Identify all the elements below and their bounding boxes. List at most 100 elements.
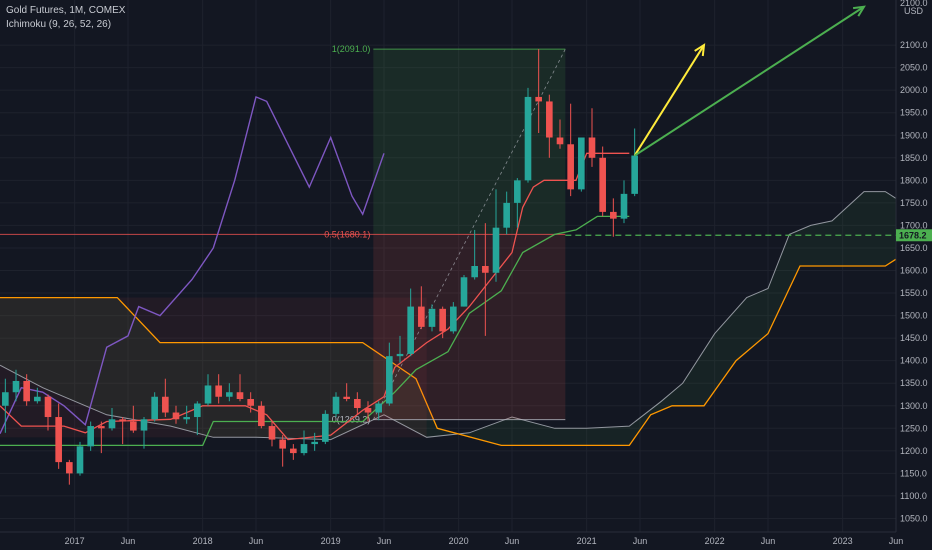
candle: [332, 392, 340, 418]
candle: [236, 374, 244, 402]
candle: [226, 383, 233, 402]
candle: [407, 288, 414, 357]
candle: [12, 369, 20, 402]
time-tick-label: 2020: [449, 536, 469, 546]
price-tick-label: 1500.0: [900, 311, 928, 321]
candle: [556, 119, 564, 149]
candle-body: [631, 155, 638, 194]
candle: [76, 441, 84, 476]
time-axis[interactable]: 2017 Jun 2018 Jun 2019 Jun 2020 Jun 2021 Jun 2022 J…: [0, 531, 932, 550]
candle: [130, 405, 137, 433]
candle: [322, 410, 329, 445]
candle: [194, 401, 201, 436]
candle-body: [311, 441, 318, 445]
candle: [87, 421, 94, 451]
arrow-head: [852, 5, 866, 17]
candle-body: [386, 356, 393, 404]
candle-body: [524, 96, 532, 181]
candle-body: [194, 403, 201, 418]
candle-body: [55, 417, 62, 463]
candle-body: [599, 157, 606, 212]
symbol-title[interactable]: Gold Futures, 1M, COMEX: [6, 5, 126, 16]
candle: [247, 392, 254, 413]
price-tick-label: 1300.0: [900, 401, 928, 411]
price-tick-label: 1400.0: [900, 356, 928, 366]
candle-body: [66, 462, 73, 474]
time-tick-label: Jun: [377, 536, 392, 546]
candle-body: [514, 180, 521, 203]
candle-body: [567, 144, 574, 190]
time-tick-label: 2022: [705, 536, 725, 546]
candle-body: [247, 399, 254, 406]
candle-body: [98, 426, 105, 429]
candle: [55, 403, 62, 469]
candle: [546, 94, 553, 158]
fib-level-label: 0.5(1680.1): [324, 229, 370, 239]
time-axis-bg: [0, 532, 932, 550]
candle-body: [460, 277, 468, 307]
chart-legend: Gold Futures, 1M, COMEX Ichimoku (9, 26,…: [6, 4, 125, 32]
price-tick-label: 1200.0: [900, 446, 928, 456]
candle: [375, 401, 382, 421]
candle: [428, 304, 436, 332]
candle-body: [322, 413, 329, 442]
candle-body: [300, 444, 308, 454]
candle-body: [450, 306, 457, 332]
candle: [535, 49, 542, 133]
candle-body: [535, 96, 542, 102]
price-tick-label: 1250.0: [900, 423, 928, 433]
price-tick-label: 1550.0: [900, 288, 928, 298]
price-tick-label: 1150.0: [900, 468, 927, 478]
cloud-fill: [0, 191, 896, 446]
candle-body: [578, 137, 585, 190]
candle: [279, 435, 286, 467]
candle: [140, 417, 148, 449]
candle-body: [151, 396, 158, 420]
candle: [183, 405, 190, 424]
price-tick-label: 1850.0: [900, 153, 928, 163]
candle-body: [140, 419, 148, 431]
ichimoku-cloud: [0, 191, 897, 447]
candle: [34, 387, 41, 404]
lagging-span: [0, 95, 385, 434]
price-tick-label: 1600.0: [900, 266, 928, 276]
candle: [119, 417, 126, 445]
candle: [311, 432, 318, 451]
candle-body: [396, 353, 404, 357]
arrow-shaft: [633, 44, 705, 157]
candle-body: [172, 412, 180, 420]
candle-body: [471, 266, 478, 278]
candle-body: [418, 306, 425, 327]
candle: [98, 421, 105, 454]
indicator-title[interactable]: Ichimoku (9, 26, 52, 26): [6, 19, 112, 30]
price-tick-label: 2000.0: [900, 85, 928, 95]
fib-zone-upper: [373, 49, 566, 235]
candle: [354, 392, 361, 415]
time-tick-label: Jun: [761, 536, 776, 546]
candle: [386, 342, 393, 406]
candle-body: [204, 385, 212, 404]
price-tag-label: 1678.2: [899, 230, 927, 240]
price-tick-label: 1750.0: [900, 198, 928, 208]
candle-body: [268, 426, 276, 440]
time-tick-label: Jun: [249, 536, 264, 546]
candle-body: [290, 448, 297, 454]
candle-body: [364, 408, 372, 413]
price-tick-label: 1950.0: [900, 108, 928, 118]
candle: [631, 128, 638, 197]
candle-body: [258, 405, 265, 427]
candle-body: [119, 419, 126, 422]
annotations: [565, 5, 896, 236]
time-tick-label: 2018: [193, 536, 213, 546]
price-tick-label: 1100.0: [900, 491, 927, 501]
candle: [418, 286, 425, 330]
candle: [204, 374, 212, 406]
candle-body: [12, 380, 20, 393]
candle: [300, 430, 308, 456]
candle-body: [130, 421, 137, 431]
fibonacci-retracement: 1(2091.0)0.5(1680.1)0(1269.2): [0, 44, 566, 425]
candle: [482, 223, 489, 336]
price-axis[interactable]: 2100.0 2050.0 2000.0 1950.0 1900.0 1850.0 1800…: [895, 0, 932, 550]
